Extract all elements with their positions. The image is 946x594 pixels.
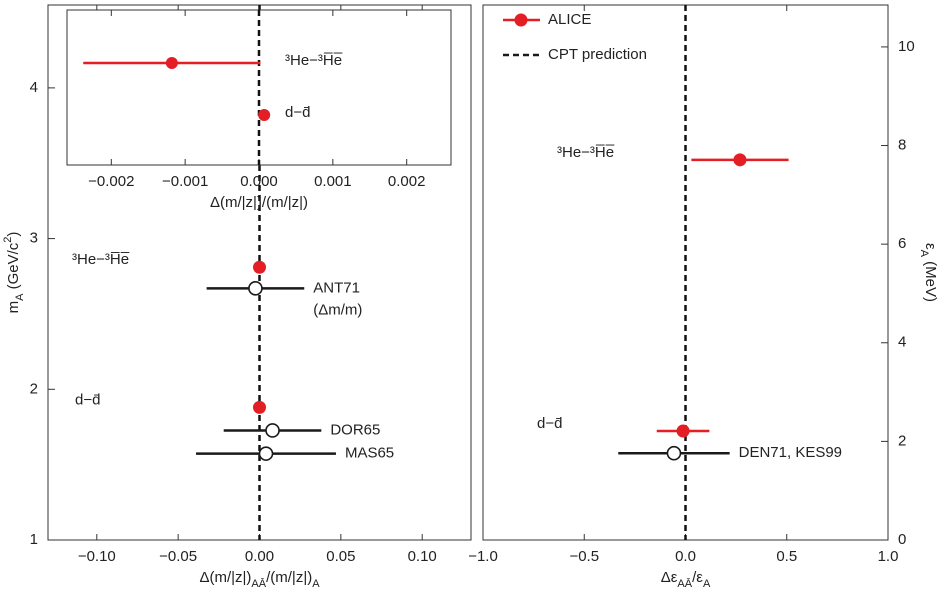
x-axis-label: ΔεAĀ/εA <box>661 569 711 590</box>
x-tick-label: −1.0 <box>468 548 498 565</box>
label-part: AĀ <box>251 578 266 590</box>
label-part: A <box>918 250 930 258</box>
label-part: (GeV/c <box>5 242 22 293</box>
x-tick-label: −0.10 <box>78 548 116 565</box>
label-part: ) <box>5 232 22 237</box>
x-axis-label: Δ(m/|z|)/(m/|z|) <box>210 194 308 211</box>
y-axis-label: mA (GeV/c2) <box>2 232 26 314</box>
y-tick-label: 4 <box>898 334 906 351</box>
point-label: ANT71 <box>313 279 360 296</box>
label-part: Δ(m/|z|)/(m/|z|) <box>210 194 308 211</box>
legend-label: ALICE <box>548 11 591 28</box>
point-note: (Δm/m) <box>313 301 362 318</box>
data-point <box>666 445 682 461</box>
point-label: DOR65 <box>330 421 380 438</box>
x-tick-label: 0.5 <box>776 548 797 565</box>
category-label: ³He−³H̅e̅ <box>285 52 343 69</box>
x-tick-label: −0.001 <box>162 173 208 190</box>
group-label: ³He−³H̅e̅ <box>72 251 130 268</box>
legend-swatch <box>514 13 528 27</box>
data-point <box>165 57 178 69</box>
label-part: 2 <box>2 237 14 243</box>
legend-label: CPT prediction <box>548 46 647 63</box>
x-tick-label: 0.00 <box>245 548 274 565</box>
x-axis-label: Δ(m/|z|)AĀ/(m/|z|)A <box>199 569 320 590</box>
label-part: ε <box>922 243 939 250</box>
x-tick-label: −0.05 <box>159 548 197 565</box>
point-label: DEN71, KES99 <box>739 444 842 461</box>
data-point <box>733 153 747 167</box>
y-tick-label: 6 <box>898 235 906 252</box>
y-tick-label: 3 <box>30 230 38 247</box>
x-tick-label: 0.000 <box>240 173 278 190</box>
label-part: Δε <box>661 569 678 586</box>
y-tick-label: 0 <box>898 531 906 548</box>
x-tick-label: −0.002 <box>88 173 134 190</box>
y-axis-label: εA (MeV) <box>918 243 939 302</box>
label-part: A <box>14 293 26 301</box>
label-part: (MeV) <box>922 257 939 302</box>
y-tick-label: 8 <box>898 136 906 153</box>
x-tick-label: −0.5 <box>569 548 599 565</box>
label-part: /ε <box>692 569 703 586</box>
y-tick-label: 2 <box>898 432 906 449</box>
label-part: AĀ <box>677 578 692 590</box>
y-tick-label: 1 <box>30 531 38 548</box>
group-label: d−d̄ <box>537 415 562 432</box>
x-tick-label: 1.0 <box>878 548 899 565</box>
y-tick-label: 2 <box>30 380 38 397</box>
x-tick-label: 0.002 <box>388 173 426 190</box>
x-tick-label: 0.10 <box>408 548 437 565</box>
data-point <box>258 446 274 461</box>
x-tick-label: 0.05 <box>326 548 355 565</box>
label-part: m <box>5 301 22 314</box>
label-part: /(m/|z|) <box>266 569 312 586</box>
x-tick-label: 0.001 <box>314 173 352 190</box>
category-label: d−d̄ <box>285 104 310 121</box>
y-tick-label: 10 <box>898 38 915 55</box>
label-part: A <box>703 578 711 590</box>
point-label: MAS65 <box>345 445 394 462</box>
label-part: A <box>312 578 320 590</box>
data-point <box>248 281 263 296</box>
group-label: ³He−³H̅e̅ <box>557 144 615 161</box>
data-point <box>265 423 280 438</box>
y-tick-label: 4 <box>30 79 38 96</box>
x-tick-label: 0.0 <box>675 548 696 565</box>
label-part: Δ(m/|z|) <box>199 569 251 586</box>
data-point <box>258 109 271 121</box>
data-point <box>253 400 266 414</box>
group-label: d−d̄ <box>75 391 100 408</box>
data-point <box>253 260 266 274</box>
data-point <box>676 424 690 438</box>
